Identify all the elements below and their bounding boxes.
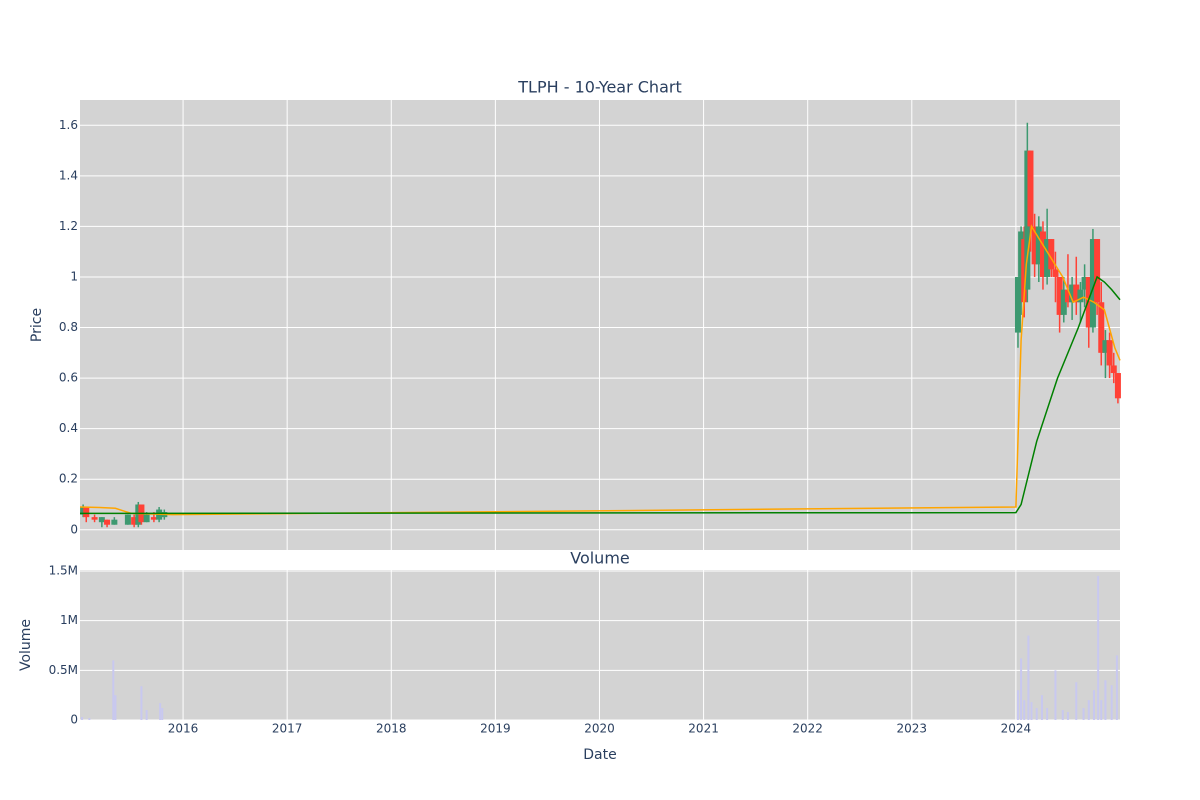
- moving-average-line: [79, 224, 1121, 516]
- candle-body: [1039, 231, 1046, 277]
- x-tick-label: 2017: [272, 722, 303, 736]
- volume-bar: [1030, 702, 1033, 720]
- candle-body: [1069, 284, 1076, 303]
- candle-body: [1073, 284, 1080, 303]
- candle-body: [1110, 365, 1117, 374]
- candle-body: [80, 507, 87, 515]
- volume-bar: [1087, 700, 1090, 720]
- candle-body: [150, 517, 157, 520]
- y-tick-label: 0.2: [59, 472, 78, 486]
- x-axis-label: Date: [583, 747, 616, 763]
- candle-body: [91, 517, 98, 520]
- volume-bar: [81, 717, 84, 720]
- volume-bar: [114, 695, 117, 720]
- candle-body: [1018, 231, 1025, 277]
- candle-body: [1014, 276, 1021, 333]
- x-tick-label: 2023: [897, 722, 928, 736]
- volume-bar: [1016, 690, 1019, 720]
- candle-body: [1085, 276, 1092, 328]
- volume-bar: [1040, 695, 1043, 720]
- candle-body: [1098, 302, 1105, 353]
- volume-bar: [140, 686, 143, 720]
- candle-body: [104, 519, 111, 525]
- y-axis-label: Price: [29, 308, 45, 342]
- y-tick-label: 1.2: [59, 219, 78, 233]
- candle-body: [131, 517, 138, 525]
- candle-body: [1027, 150, 1034, 227]
- volume-bar: [1054, 670, 1057, 720]
- candle-body: [1077, 289, 1084, 303]
- volume-plot-area: [80, 570, 1120, 720]
- volume-bar: [1035, 708, 1038, 720]
- candle-body: [1056, 276, 1063, 315]
- x-tick-label: 2019: [480, 722, 511, 736]
- volume-bar: [1097, 575, 1100, 720]
- candle-body: [111, 519, 118, 525]
- volume-bar: [1082, 708, 1085, 720]
- candle-body: [1081, 276, 1088, 290]
- y-tick-label: 0.4: [59, 421, 78, 435]
- volume-bar: [1023, 700, 1026, 720]
- volume-bar: [1075, 682, 1078, 720]
- candle-body: [1102, 340, 1109, 353]
- x-tick-label: 2020: [584, 722, 615, 736]
- candle-body: [1021, 239, 1028, 303]
- volume-bar: [1020, 658, 1023, 720]
- y-tick-label: 0: [70, 522, 78, 536]
- y-tick-label: 1.4: [59, 168, 78, 182]
- volume-bar: [1066, 712, 1069, 720]
- volume-bar: [1110, 685, 1113, 720]
- volume-bar: [1100, 700, 1103, 720]
- price-plot-area: [80, 100, 1120, 550]
- candle-body: [1094, 239, 1101, 303]
- y-tick-label: 0.6: [59, 371, 78, 385]
- candle-body: [1031, 226, 1038, 265]
- candle-body: [1052, 269, 1059, 277]
- volume-bar: [1092, 690, 1095, 720]
- subplot-title: Volume: [570, 549, 630, 568]
- volume-bar: [1104, 680, 1107, 720]
- x-tick-label: 2021: [688, 722, 719, 736]
- moving-average-line: [80, 275, 1121, 515]
- candle-body: [143, 514, 150, 523]
- volume-bar: [1046, 708, 1049, 720]
- volume-bar: [1115, 655, 1118, 720]
- volume-bar: [1027, 635, 1030, 720]
- chart-title: TLPH - 10-Year Chart: [517, 78, 681, 97]
- x-tick-label: 2016: [168, 722, 199, 736]
- volume-bar: [159, 703, 162, 720]
- candle-body: [1044, 239, 1051, 277]
- x-tick-label: 2024: [1001, 722, 1032, 736]
- candle-body: [1064, 289, 1071, 303]
- candle-body: [1024, 150, 1031, 290]
- x-tick-label: 2018: [376, 722, 407, 736]
- candle-body: [1106, 340, 1113, 366]
- candle-body: [1048, 239, 1055, 270]
- y-tick-label: 0: [70, 713, 78, 727]
- y-tick-label: 1.5M: [49, 563, 78, 577]
- volume-bar: [161, 708, 164, 720]
- y-tick-label: 0.8: [59, 320, 78, 334]
- candle-body: [83, 507, 90, 518]
- volume-bar: [88, 718, 91, 720]
- y-tick-label: 1.6: [59, 118, 78, 132]
- candle-body: [1060, 289, 1067, 315]
- y-tick-label: 0.5M: [49, 663, 78, 677]
- x-tick-label: 2022: [792, 722, 823, 736]
- y-axis-label: Volume: [18, 619, 34, 671]
- candle-body: [98, 517, 105, 523]
- volume-bar: [145, 710, 148, 720]
- candle-body: [1114, 373, 1121, 399]
- y-tick-label: 1: [70, 269, 78, 283]
- candle-body: [1089, 239, 1096, 328]
- candle-body: [135, 504, 142, 525]
- volume-bar: [112, 660, 115, 720]
- candle-body: [124, 514, 131, 525]
- y-tick-label: 1M: [60, 613, 78, 627]
- volume-bar: [1061, 710, 1064, 720]
- candle-body: [1035, 226, 1042, 265]
